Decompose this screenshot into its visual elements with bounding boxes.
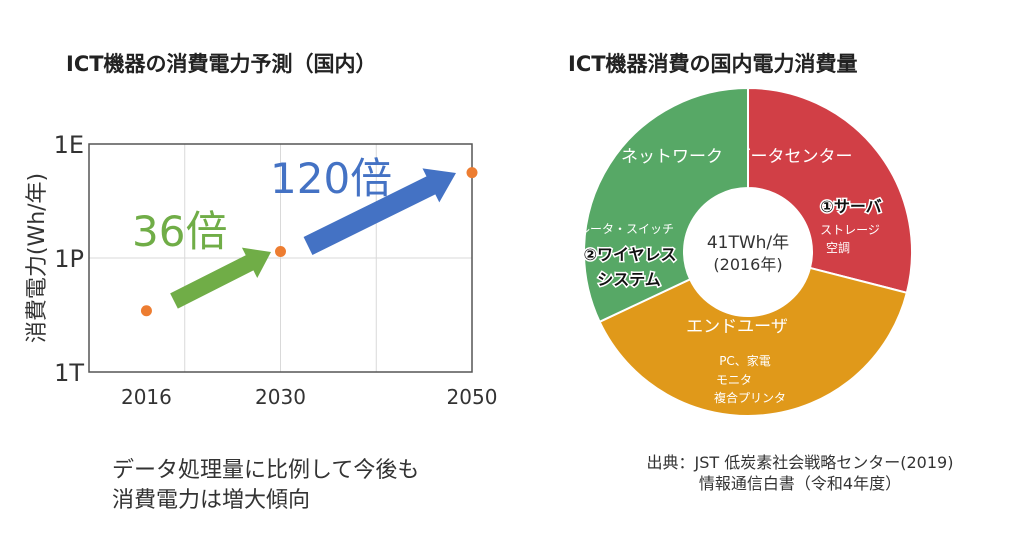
donut-slice: [583, 86, 749, 324]
x-tick-label: 2050: [447, 385, 498, 409]
data-point: [466, 167, 478, 179]
note-line-2: 消費電力は増大傾向: [112, 488, 311, 513]
slice-label: データセンター: [734, 146, 853, 167]
slice-item-label: ルータ・スイッチ: [578, 222, 674, 236]
left-chart-title: ICT機器の消費電力予測（国内）: [66, 52, 377, 76]
y-tick-label: 1E: [54, 131, 84, 159]
x-tick-label: 2030: [255, 385, 306, 409]
slice-item-label: ストレージ: [820, 223, 880, 237]
data-point: [140, 305, 152, 317]
data-point: [275, 246, 286, 258]
y-tick-label: 1T: [54, 359, 84, 387]
slice-label: エンドユーザ: [686, 317, 788, 337]
donut-slice: [747, 86, 913, 295]
slice-item-label: システム: [597, 270, 661, 289]
x-tick-label: 2016: [121, 385, 172, 409]
slice-item-label: 複合プリンタ: [714, 390, 786, 405]
slice-label: ネットワーク: [621, 147, 723, 167]
slice-item-label: ①サーバ: [820, 197, 881, 216]
right-chart-title: ICT機器消費の国内電力消費量: [568, 52, 858, 76]
donut-slice: [598, 266, 909, 417]
slice-item-label: 空調: [826, 241, 850, 255]
slice-item-label: モニタ: [716, 373, 752, 387]
scatter-chart: 1T 1P 1E 2016 2030 2050 消費電力(Wh/年) 36倍 120倍: [25, 131, 497, 409]
plot-frame: [88, 143, 473, 373]
growth-arrow-36x: [170, 247, 271, 309]
center-label-year: (2016年): [713, 255, 782, 274]
slice-item-label: PC、家電: [719, 353, 771, 368]
annotation-36x: 36倍: [132, 207, 227, 256]
note-line-1: データ処理量に比例して今後も: [112, 458, 420, 483]
y-axis-label: 消費電力(Wh/年): [25, 173, 50, 343]
annotation-120x: 120倍: [270, 154, 392, 203]
center-label-total: 41TWh/年: [707, 233, 789, 253]
source-line-2: 情報通信白書（令和4年度）: [698, 474, 902, 493]
slice-item-label: ②ワイヤレス: [583, 245, 676, 264]
source-line-1: 出典：JST 低炭素社会戦略センター(2019): [646, 453, 954, 472]
y-tick-label: 1P: [54, 245, 84, 273]
growth-arrow-120x: [303, 168, 456, 255]
